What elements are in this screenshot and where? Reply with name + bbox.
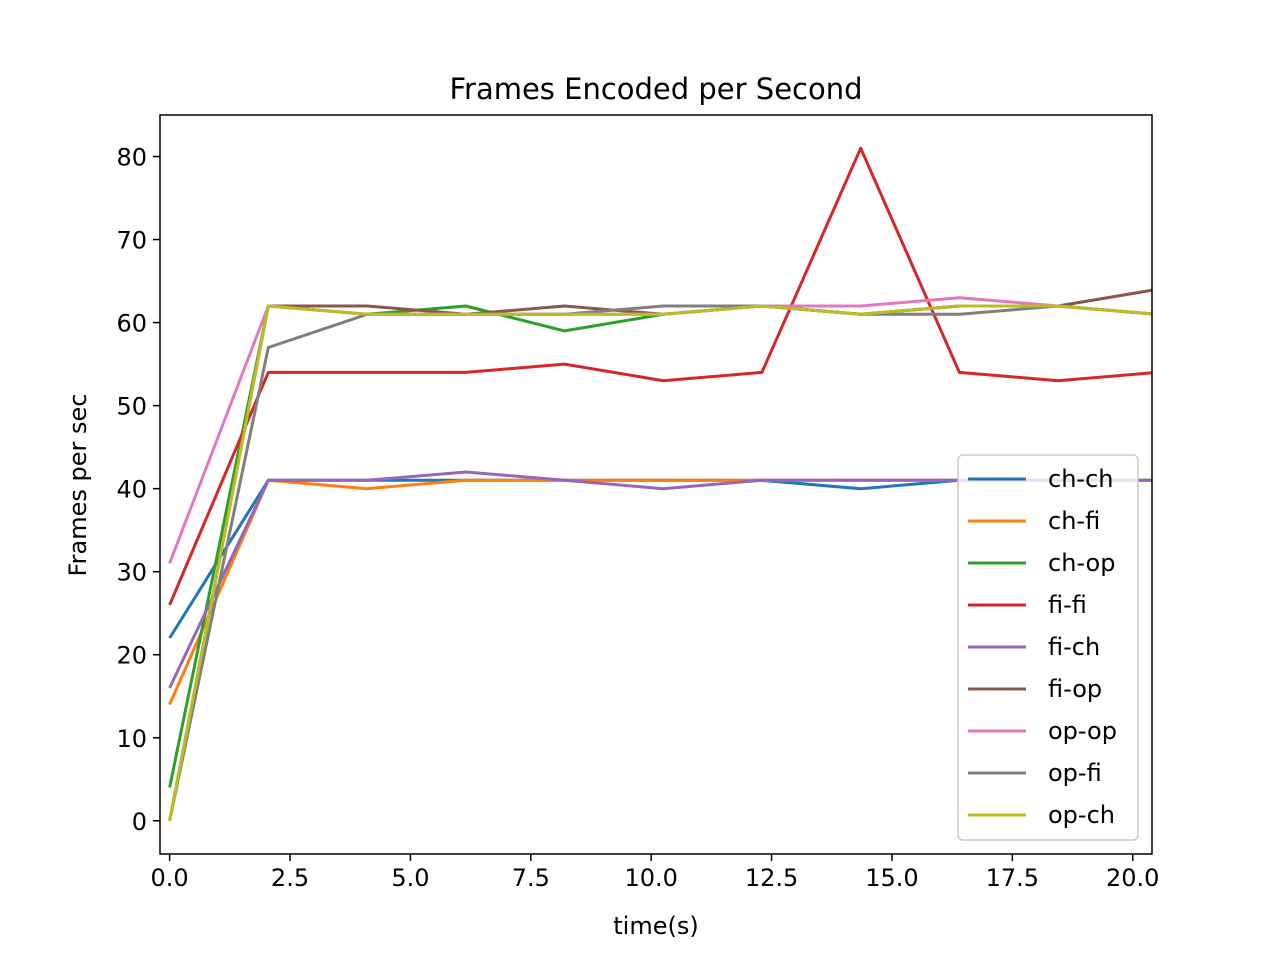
y-tick-label: 10 [116,725,147,753]
y-tick-label: 40 [116,476,147,504]
legend-label: ch-ch [1048,465,1113,493]
series-line-op-ch [168,304,1152,822]
series-line-op-fi [168,304,1152,822]
legend-label: fi-fi [1048,591,1087,619]
chart-title: Frames Encoded per Second [449,72,862,106]
x-tick-label: 5.0 [391,864,429,892]
y-tick-label: 30 [116,559,147,587]
y-tick-label: 0 [132,808,147,836]
y-tick-label: 50 [116,393,147,421]
x-tick-label: 20.0 [1106,864,1159,892]
plot-frame [159,114,1153,855]
y-axis-title: Frames per sec [64,394,92,577]
y-tick-label: 80 [116,144,147,172]
legend-label: fi-ch [1048,633,1100,661]
x-tick-label: 17.5 [986,864,1039,892]
x-tick-label: 2.5 [271,864,309,892]
x-tick-label: 12.5 [745,864,798,892]
x-tick-label: 0.0 [151,864,189,892]
x-tick-label: 7.5 [512,864,550,892]
y-tick-label: 60 [116,310,147,338]
series-line-fi-fi [168,146,1152,606]
series-layer [168,146,1152,822]
legend: ch-ch ch-fi ch-op fi-fi fi-ch fi-op op-op op-fi… [957,454,1139,841]
legend-label: op-fi [1048,759,1102,787]
legend-label: ch-op [1048,549,1115,577]
legend-label: ch-fi [1048,507,1100,535]
x-axis-title: time(s) [613,912,698,940]
legend-label: fi-op [1048,675,1102,703]
y-tick-label: 20 [116,642,147,670]
x-axis-ticks: 0.0 2.5 5.0 7.5 10.0 12.5 15.0 17.5 20.0 [151,854,1159,892]
legend-label: op-op [1048,717,1117,745]
legend-box [957,454,1139,841]
y-axis-ticks: 0 10 20 30 40 50 60 70 80 [116,144,160,836]
y-tick-label: 70 [116,227,147,255]
x-tick-label: 15.0 [865,864,918,892]
x-tick-label: 10.0 [624,864,677,892]
legend-label: op-ch [1048,801,1115,829]
